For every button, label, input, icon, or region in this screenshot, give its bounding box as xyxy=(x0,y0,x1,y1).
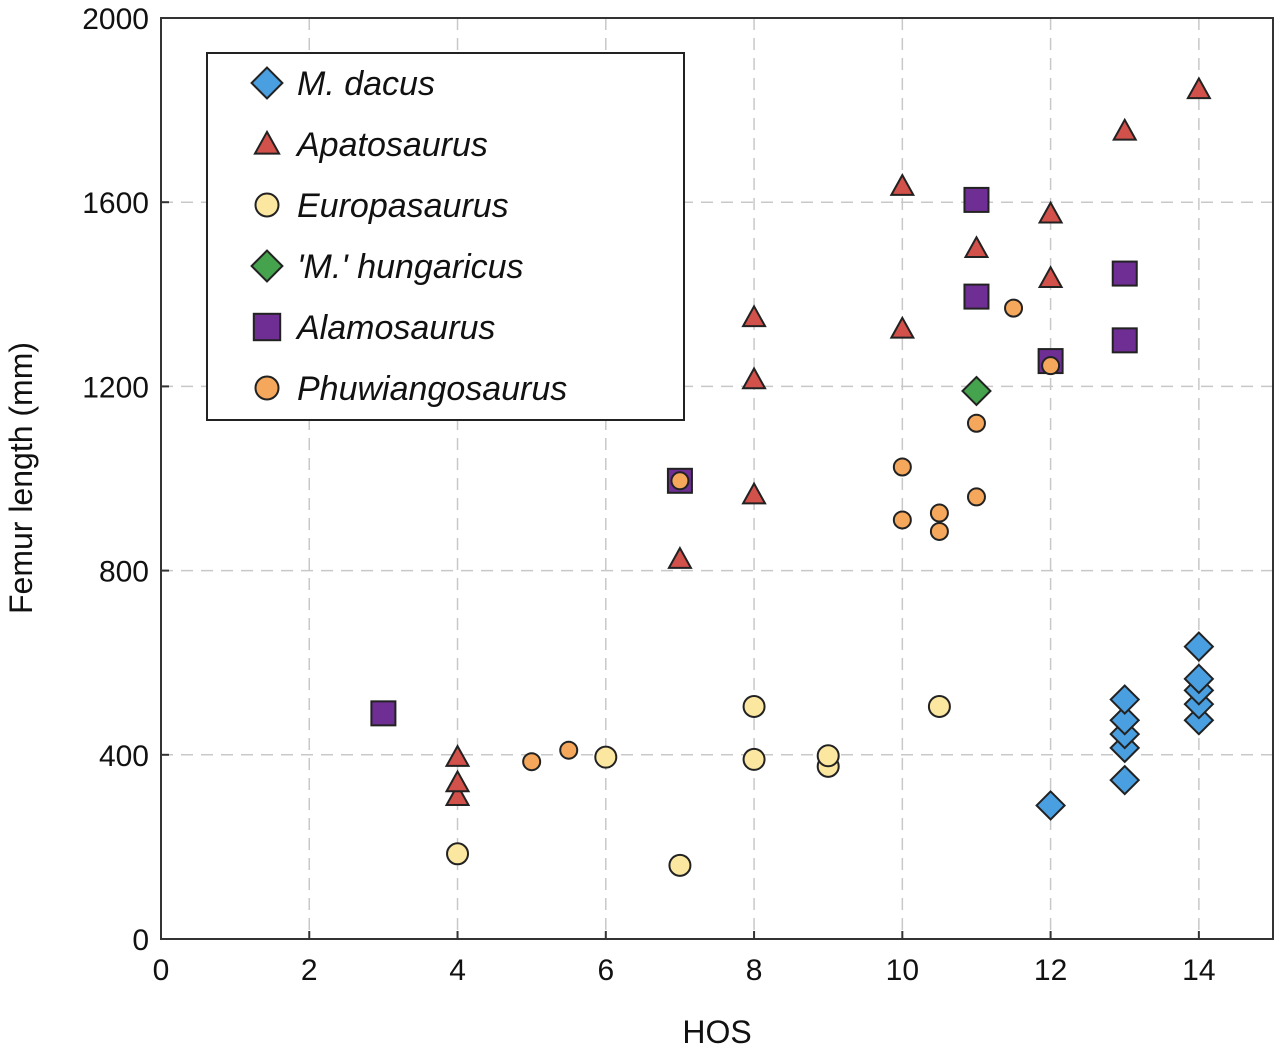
legend-marker-phuwiangosaurus xyxy=(254,375,280,401)
legend-marker-m-dacus xyxy=(250,66,284,100)
point-apatosaurus xyxy=(444,769,471,793)
x-tick-label: 12 xyxy=(1034,954,1067,987)
point-europasaurus xyxy=(668,853,692,877)
y-axis-label: Femur length (mm) xyxy=(3,342,39,614)
point-alamosaurus xyxy=(370,700,397,727)
point-apatosaurus xyxy=(1037,265,1064,288)
point-m-dacus xyxy=(1109,684,1141,715)
point-phuwiangosaurus xyxy=(929,503,949,523)
point-m-dacus xyxy=(1109,764,1141,796)
point-europasaurus xyxy=(742,694,766,718)
point-m-hungaricus xyxy=(961,375,992,407)
point-apatosaurus xyxy=(889,315,916,339)
y-tick-label: 800 xyxy=(99,556,149,589)
point-apatosaurus xyxy=(667,546,693,569)
legend-label-alamosaurus: Alamosaurus xyxy=(295,309,495,347)
legend-marker-europasaurus xyxy=(254,192,280,218)
y-axis-ticks: 0 400 800 1200 1600 2000 xyxy=(82,3,169,957)
legend-marker-apatosaurus xyxy=(253,129,281,155)
point-europasaurus xyxy=(446,842,470,866)
point-phuwiangosaurus xyxy=(892,510,912,530)
point-phuwiangosaurus xyxy=(929,521,949,541)
x-tick-label: 10 xyxy=(886,954,919,987)
legend: M. dacus Apatosaurus Europasaurus 'M.' hung… xyxy=(206,52,685,421)
point-europasaurus xyxy=(816,744,840,768)
legend-label-m-dacus: M. dacus xyxy=(297,65,435,103)
legend-label-apatosaurus: Apatosaurus xyxy=(295,126,488,164)
x-tick-label: 8 xyxy=(746,954,763,987)
legend-label-m-hungaricus: 'M.' hungaricus xyxy=(297,248,524,286)
point-phuwiangosaurus xyxy=(1041,356,1061,376)
point-m-dacus xyxy=(1035,790,1067,821)
point-phuwiangosaurus xyxy=(892,457,912,477)
y-tick-label: 0 xyxy=(132,924,149,957)
x-tick-label: 14 xyxy=(1182,954,1215,987)
point-apatosaurus xyxy=(1112,117,1138,141)
point-phuwiangosaurus xyxy=(966,413,986,433)
y-tick-label: 2000 xyxy=(82,3,149,36)
y-tick-label: 1600 xyxy=(82,187,149,220)
point-apatosaurus xyxy=(741,481,767,505)
x-tick-label: 4 xyxy=(449,954,466,987)
point-m-dacus xyxy=(1109,704,1141,736)
point-apatosaurus xyxy=(1037,200,1064,224)
point-apatosaurus xyxy=(1186,76,1212,100)
point-m-dacus xyxy=(1183,631,1215,662)
point-alamosaurus xyxy=(1111,327,1138,354)
data-markers xyxy=(370,76,1215,877)
point-alamosaurus xyxy=(963,283,990,310)
point-apatosaurus xyxy=(741,304,767,328)
legend-marker-m-hungaricus xyxy=(250,249,284,283)
x-axis-ticks: 0 2 4 6 8 10 12 14 xyxy=(153,931,1216,987)
point-phuwiangosaurus xyxy=(522,752,542,772)
point-alamosaurus xyxy=(1111,260,1138,287)
point-phuwiangosaurus xyxy=(670,471,690,491)
x-axis-label: HOS xyxy=(682,1014,751,1050)
point-europasaurus xyxy=(927,694,951,718)
legend-label-phuwiangosaurus: Phuwiangosaurus xyxy=(297,370,567,408)
legend-box xyxy=(206,52,685,421)
point-apatosaurus xyxy=(889,173,916,196)
point-phuwiangosaurus xyxy=(966,487,986,507)
point-apatosaurus xyxy=(444,783,471,807)
point-apatosaurus xyxy=(963,235,990,259)
x-tick-label: 6 xyxy=(597,954,614,987)
legend-marker-alamosaurus xyxy=(252,312,282,342)
point-phuwiangosaurus xyxy=(559,740,579,760)
point-apatosaurus xyxy=(741,366,767,390)
point-m-dacus xyxy=(1183,663,1215,695)
point-europasaurus xyxy=(742,747,766,771)
x-tick-label: 0 xyxy=(153,954,170,987)
point-alamosaurus xyxy=(963,186,990,213)
point-apatosaurus xyxy=(444,744,471,767)
y-tick-label: 400 xyxy=(99,740,149,773)
x-tick-label: 2 xyxy=(301,954,318,987)
point-m-dacus xyxy=(1183,704,1215,736)
y-tick-label: 1200 xyxy=(82,371,149,404)
point-europasaurus xyxy=(594,745,618,769)
plot-frame xyxy=(160,17,1274,940)
legend-label-europasaurus: Europasaurus xyxy=(297,187,509,225)
point-phuwiangosaurus xyxy=(1004,298,1024,318)
